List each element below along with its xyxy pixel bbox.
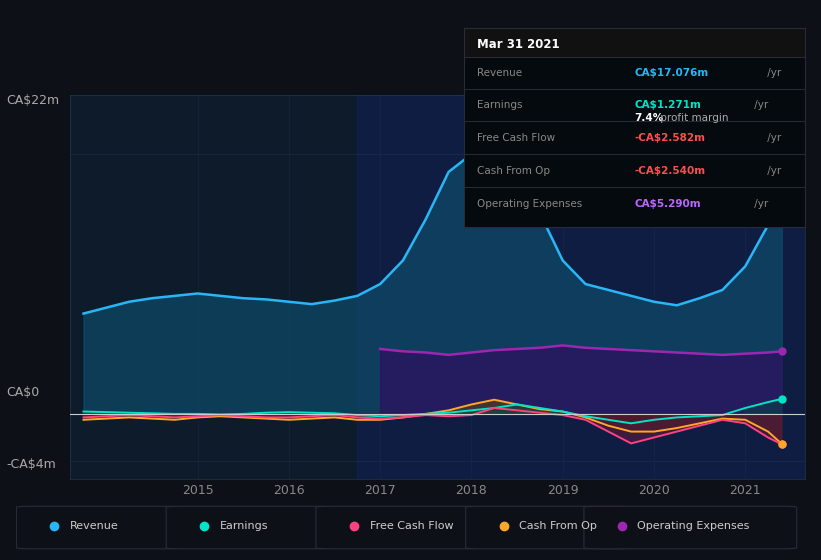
Bar [357,95,821,479]
FancyBboxPatch shape [466,506,631,549]
Text: CA$22m: CA$22m [7,94,60,108]
Text: Revenue: Revenue [70,521,119,531]
FancyBboxPatch shape [584,506,796,549]
Text: CA$0: CA$0 [7,385,39,399]
Text: Earnings: Earnings [220,521,268,531]
Text: Operating Expenses: Operating Expenses [478,199,583,209]
FancyBboxPatch shape [166,506,332,549]
Text: /yr: /yr [764,133,781,143]
Text: /yr: /yr [750,199,768,209]
Text: Earnings: Earnings [478,100,523,110]
Text: Operating Expenses: Operating Expenses [637,521,750,531]
FancyBboxPatch shape [316,506,481,549]
Text: -CA$2.582m: -CA$2.582m [635,133,705,143]
Text: Free Cash Flow: Free Cash Flow [478,133,556,143]
Text: /yr: /yr [764,166,781,175]
Text: CA$17.076m: CA$17.076m [635,68,709,78]
Text: 7.4%: 7.4% [635,114,663,123]
Bar [464,28,805,57]
Text: CA$1.271m: CA$1.271m [635,100,701,110]
Text: Revenue: Revenue [478,68,523,78]
Text: -CA$4m: -CA$4m [7,458,57,472]
Text: /yr: /yr [764,68,781,78]
Text: -CA$2.540m: -CA$2.540m [635,166,705,175]
Text: Cash From Op: Cash From Op [519,521,597,531]
Text: Cash From Op: Cash From Op [478,166,551,175]
Text: CA$5.290m: CA$5.290m [635,199,701,209]
Text: /yr: /yr [750,100,768,110]
Text: Free Cash Flow: Free Cash Flow [369,521,453,531]
Text: profit margin: profit margin [657,114,728,123]
FancyBboxPatch shape [16,506,182,549]
Text: Mar 31 2021: Mar 31 2021 [478,39,560,52]
